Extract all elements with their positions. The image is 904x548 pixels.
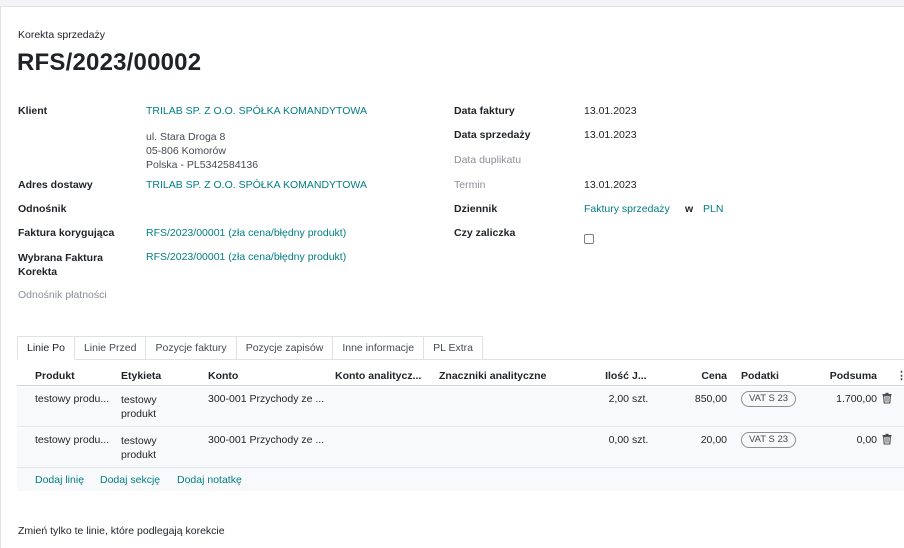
tax-badge[interactable]: VAT S 23	[741, 432, 797, 448]
trash-icon[interactable]	[881, 392, 893, 404]
table-header: Produkt Etykieta Konto Konto analitycz..…	[17, 368, 904, 386]
page-title: RFS/2023/00002	[17, 49, 202, 76]
tab-pl-extra[interactable]: PL Extra	[424, 336, 483, 360]
advance-label: Czy zaliczka	[454, 227, 516, 239]
document-type: Korekta sprzedaży	[18, 29, 105, 41]
tax-badge[interactable]: VAT S 23	[741, 391, 797, 407]
add-section-link[interactable]: Dodaj sekcję	[100, 474, 161, 486]
row-label[interactable]: testowy produkt	[121, 394, 157, 420]
column-account[interactable]: Konto	[208, 370, 239, 382]
column-subtotal[interactable]: Podsuma	[829, 370, 877, 382]
table-row[interactable]: testowy produ... testowy produkt 300-001…	[17, 387, 904, 427]
row-quantity[interactable]: 2,00	[608, 393, 629, 405]
tab-other-info[interactable]: Inne informacje	[333, 336, 425, 360]
client-link[interactable]: TRILAB SP. Z O.O. SPÓŁKA KOMANDYTOWA	[146, 105, 367, 117]
due-date-label: Termin	[454, 179, 486, 191]
row-price[interactable]: 20,00	[700, 434, 727, 446]
column-product[interactable]: Produkt	[35, 370, 75, 382]
row-uom[interactable]: szt.	[632, 434, 649, 446]
row-account[interactable]: 300-001 Przychody ze ...	[208, 434, 325, 446]
column-price[interactable]: Cena	[701, 370, 727, 382]
add-line-link[interactable]: Dodaj linię	[35, 474, 85, 486]
column-options-kebab-icon[interactable]: ⋮	[896, 370, 904, 382]
form-sheet: Korekta sprzedaży RFS/2023/00002 Klient …	[0, 6, 904, 548]
column-uom[interactable]: J...	[632, 370, 647, 382]
table-row[interactable]: testowy produ... testowy produkt 300-001…	[17, 428, 904, 468]
selected-invoice-label-line: Wybrana Faktura	[18, 252, 103, 264]
journal-label: Dziennik	[454, 203, 498, 215]
row-subtotal: 1.700,00	[836, 393, 877, 405]
payment-reference-label: Odnośnik płatności	[18, 289, 107, 301]
journal-in-text: w	[685, 203, 694, 215]
tab-lines-after[interactable]: Linie Po	[17, 336, 75, 360]
sale-date-label: Data sprzedaży	[454, 129, 531, 141]
address-line: 05-806 Komorów	[146, 145, 226, 157]
row-product[interactable]: testowy produ...	[35, 434, 110, 446]
notebook-tabs: Linie Po Linie Przed Pozycje faktury Poz…	[17, 336, 483, 360]
address-line: ul. Stara Droga 8	[146, 131, 226, 143]
invoice-date-field[interactable]: 13.01.2023	[584, 105, 637, 117]
column-taxes[interactable]: Podatki	[741, 370, 779, 382]
advance-checkbox[interactable]	[584, 234, 594, 244]
selected-invoice-label-line: Korekta	[18, 266, 58, 278]
corrective-invoice-label: Faktura korygująca	[18, 227, 115, 239]
invoice-date-label: Data faktury	[454, 105, 515, 117]
row-price[interactable]: 850,00	[694, 393, 727, 405]
client-label: Klient	[18, 105, 48, 117]
client-address: ul. Stara Droga 8 05-806 Komorów Polska …	[146, 130, 258, 172]
column-label[interactable]: Etykieta	[121, 370, 162, 382]
tab-invoice-lines[interactable]: Pozycje faktury	[146, 336, 237, 360]
reference-label: Odnośnik	[18, 203, 67, 215]
row-account[interactable]: 300-001 Przychody ze ...	[208, 393, 325, 405]
selected-invoice-link[interactable]: RFS/2023/00001 (zła cena/błędny produkt)	[146, 251, 347, 263]
due-date-field[interactable]: 13.01.2023	[584, 179, 637, 191]
currency-link[interactable]: PLN	[703, 203, 724, 215]
row-quantity[interactable]: 0,00	[608, 434, 629, 446]
column-analytic-tags[interactable]: Znaczniki analityczne	[439, 370, 547, 382]
journal-link[interactable]: Faktury sprzedaży	[584, 203, 670, 215]
selected-invoice-label: Wybrana Faktura Korekta	[18, 251, 103, 279]
footer-note: Zmień tylko te linie, które podlegają ko…	[18, 525, 225, 537]
trash-icon[interactable]	[881, 433, 893, 445]
column-analytic-account[interactable]: Konto analitycz...	[335, 370, 422, 382]
address-line: Polska - PL5342584136	[146, 159, 259, 171]
row-uom[interactable]: szt.	[632, 393, 649, 405]
tab-journal-items[interactable]: Pozycje zapisów	[236, 336, 334, 360]
duplicate-date-label: Data duplikatu	[454, 154, 522, 166]
row-label[interactable]: testowy produkt	[121, 435, 157, 461]
corrective-invoice-link[interactable]: RFS/2023/00001 (zła cena/błędny produkt)	[146, 227, 347, 239]
delivery-address-label: Adres dostawy	[18, 179, 93, 191]
column-quantity[interactable]: Ilość	[605, 370, 629, 382]
add-line-row: Dodaj linię Dodaj sekcję Dodaj notatkę	[17, 468, 904, 491]
row-subtotal: 0,00	[856, 434, 877, 446]
row-product[interactable]: testowy produ...	[35, 393, 110, 405]
tab-lines-before[interactable]: Linie Przed	[74, 336, 147, 360]
add-note-link[interactable]: Dodaj notatkę	[177, 474, 242, 486]
sale-date-field[interactable]: 13.01.2023	[584, 129, 637, 141]
delivery-address-link[interactable]: TRILAB SP. Z O.O. SPÓŁKA KOMANDYTOWA	[146, 179, 367, 191]
